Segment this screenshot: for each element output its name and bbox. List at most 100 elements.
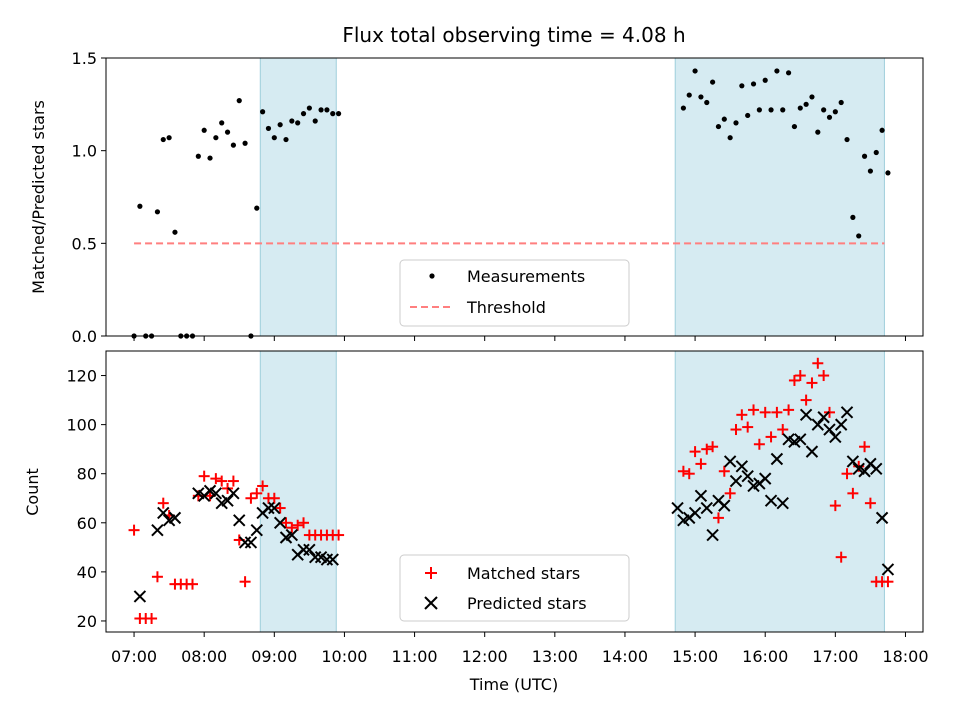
predicted-star-point [764,494,778,507]
count-xtick-label: 14:00 [602,647,648,666]
matched-star-point [724,487,736,499]
measurement-point [324,107,330,113]
predicted-star-point [694,489,708,503]
matched-star-point [748,404,760,416]
count-xtick-label: 09:00 [251,647,297,666]
count-xtick-label: 15:00 [672,647,718,666]
legend-predicted-label: Predicted stars [467,594,587,613]
predicted-star-point [688,506,702,520]
count-ytick-label: 20 [77,612,97,631]
measurement-point [295,120,301,126]
matched-star-point [794,370,806,382]
matched-star-point [812,357,824,369]
predicted-star-point [671,501,684,515]
legend-matched-label: Matched stars [467,564,580,583]
legend-predicted-marker [424,596,438,610]
predicted-star-point [151,523,164,537]
predicted-star-point [268,501,281,515]
matched-star-point [151,571,163,583]
measurement-point [745,112,751,119]
measurement-point [826,114,833,120]
predicted-star-point [834,418,848,431]
count-xtick-label: 08:00 [181,647,227,666]
matched-star-point [257,480,269,492]
predicted-star-point [297,543,310,556]
predicted-star-point [770,452,784,466]
measurement-point [785,70,792,76]
legend-threshold-label: Threshold [466,298,546,317]
matched-star-point [286,522,298,534]
predicted-star-point [829,430,842,444]
predicted-star-point [805,445,819,458]
ratio-y-axis-label: Matched/Predicted stars [29,100,48,294]
measurement-point [219,120,225,126]
measurement-point [335,111,342,117]
count-ytick-label: 120 [66,367,97,386]
measurement-point [306,105,312,111]
matched-star-point [298,517,310,529]
matched-star-point [730,424,742,436]
measurement-point [224,129,231,135]
matched-star-point [759,406,771,418]
predicted-star-point [303,543,316,556]
matched-star-point [239,576,251,588]
predicted-star-point [285,528,299,542]
ratio-legend-box [399,259,630,327]
matched-star-point [245,492,257,504]
count-ytick-label: 40 [77,563,97,582]
predicted-star-point [794,433,807,446]
matched-star-point [771,406,783,418]
predicted-star-point [759,472,772,485]
predicted-star-point [817,411,830,424]
predicted-star-point [227,487,240,500]
measurement-point [739,83,745,89]
count-xtick-label: 12:00 [462,647,508,666]
predicted-star-point [723,455,737,468]
matched-star-point [818,370,830,382]
observing-interval-band [259,57,337,337]
matched-star-point [701,443,713,455]
measurement-point [318,107,324,113]
measurement-point [172,229,178,235]
predicted-star-point [309,550,322,564]
count-legend-box [399,554,630,622]
measurement-point [312,118,318,124]
measurement-point [756,107,762,113]
measurement-point [271,135,277,141]
measurement-point [727,135,733,141]
matched-star-point [718,465,730,477]
count-panel: 20 40 60 80 100 120 07:00 08:00 09:00 10:00 11:00… [23,350,929,694]
legend-measurements-marker [429,273,435,279]
measurement-point [809,94,815,100]
measurement-point [277,122,283,128]
predicted-star-point [233,514,246,527]
predicted-star-point [776,496,789,510]
matched-star-point [227,475,239,487]
predicted-star-point [799,408,813,422]
count-xtick-label: 17:00 [812,647,858,666]
matched-star-point [683,468,695,480]
measurement-point [230,142,237,148]
legend-measurements-label: Measurements [467,267,585,286]
measurement-point [160,136,166,143]
measurement-point [856,233,862,239]
measurement-point [289,118,295,124]
legend-matched-marker [425,567,437,579]
matched-star-point [864,497,876,509]
matched-star-point [689,446,701,458]
count-xtick-label: 10:00 [321,647,367,666]
matched-star-point [765,431,777,443]
measurement-point [300,111,307,117]
matched-star-point [783,404,795,416]
matched-star-point [146,613,158,625]
measurement-point [873,149,879,156]
ratio-ytick-label: 1.5 [72,49,97,68]
count-xtick-label: 07:00 [111,647,157,666]
count-legend: Matched stars Predicted stars [399,554,630,622]
predicted-star-point [157,506,170,520]
measurement-point [283,136,289,143]
matched-star-point [198,470,210,482]
measurement-point [260,109,266,115]
measurement-point [242,140,248,146]
count-ytick-label: 60 [77,514,97,533]
